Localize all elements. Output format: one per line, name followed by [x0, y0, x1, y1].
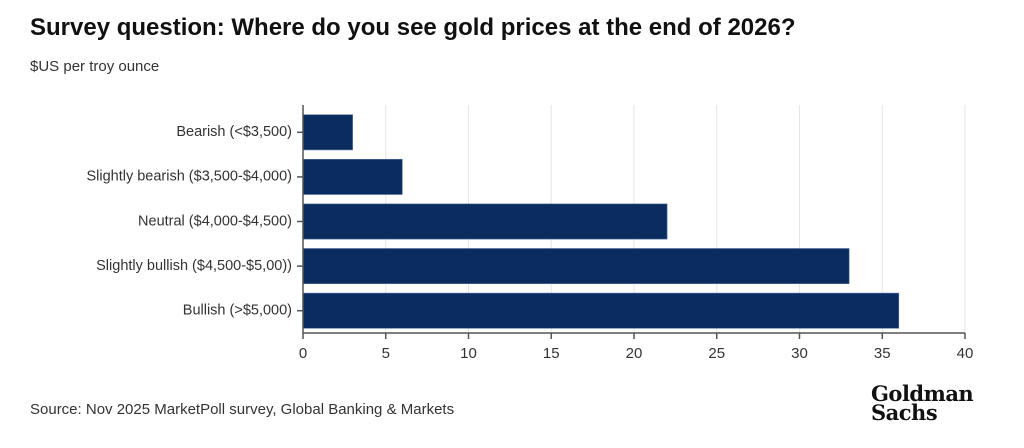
bar	[302, 114, 353, 151]
x-tick-label: 15	[543, 345, 560, 362]
bar	[302, 203, 668, 240]
chart-title: Survey question: Where do you see gold p…	[30, 14, 796, 41]
x-tick-label: 40	[957, 345, 974, 362]
goldman-sachs-logo: Goldman Sachs	[871, 381, 974, 425]
category-label: Slightly bullish ($4,500-$5,00))	[96, 258, 292, 274]
category-label: Neutral ($4,000-$4,500)	[138, 213, 292, 229]
x-tick-label: 35	[874, 345, 891, 362]
x-tick-label: 25	[708, 345, 725, 362]
bar	[302, 158, 403, 195]
logo-line-1: Goldman	[871, 381, 974, 406]
x-tick-label: 0	[299, 345, 307, 362]
category-label: Bearish (<$3,500)	[176, 124, 292, 140]
x-tick-label: 5	[382, 345, 390, 362]
source-note: Source: Nov 2025 MarketPoll survey, Glob…	[30, 401, 455, 418]
category-label: Slightly bearish ($3,500-$4,000)	[86, 169, 292, 185]
category-label: Bullish (>$5,000)	[183, 303, 292, 319]
bar	[302, 292, 900, 329]
bar	[302, 248, 850, 285]
x-tick-label: 10	[460, 345, 477, 362]
logo-line-2: Sachs	[871, 400, 938, 425]
chart-subtitle: $US per troy ounce	[30, 58, 160, 75]
x-tick-label: 30	[791, 345, 808, 362]
x-tick-label: 20	[626, 345, 643, 362]
